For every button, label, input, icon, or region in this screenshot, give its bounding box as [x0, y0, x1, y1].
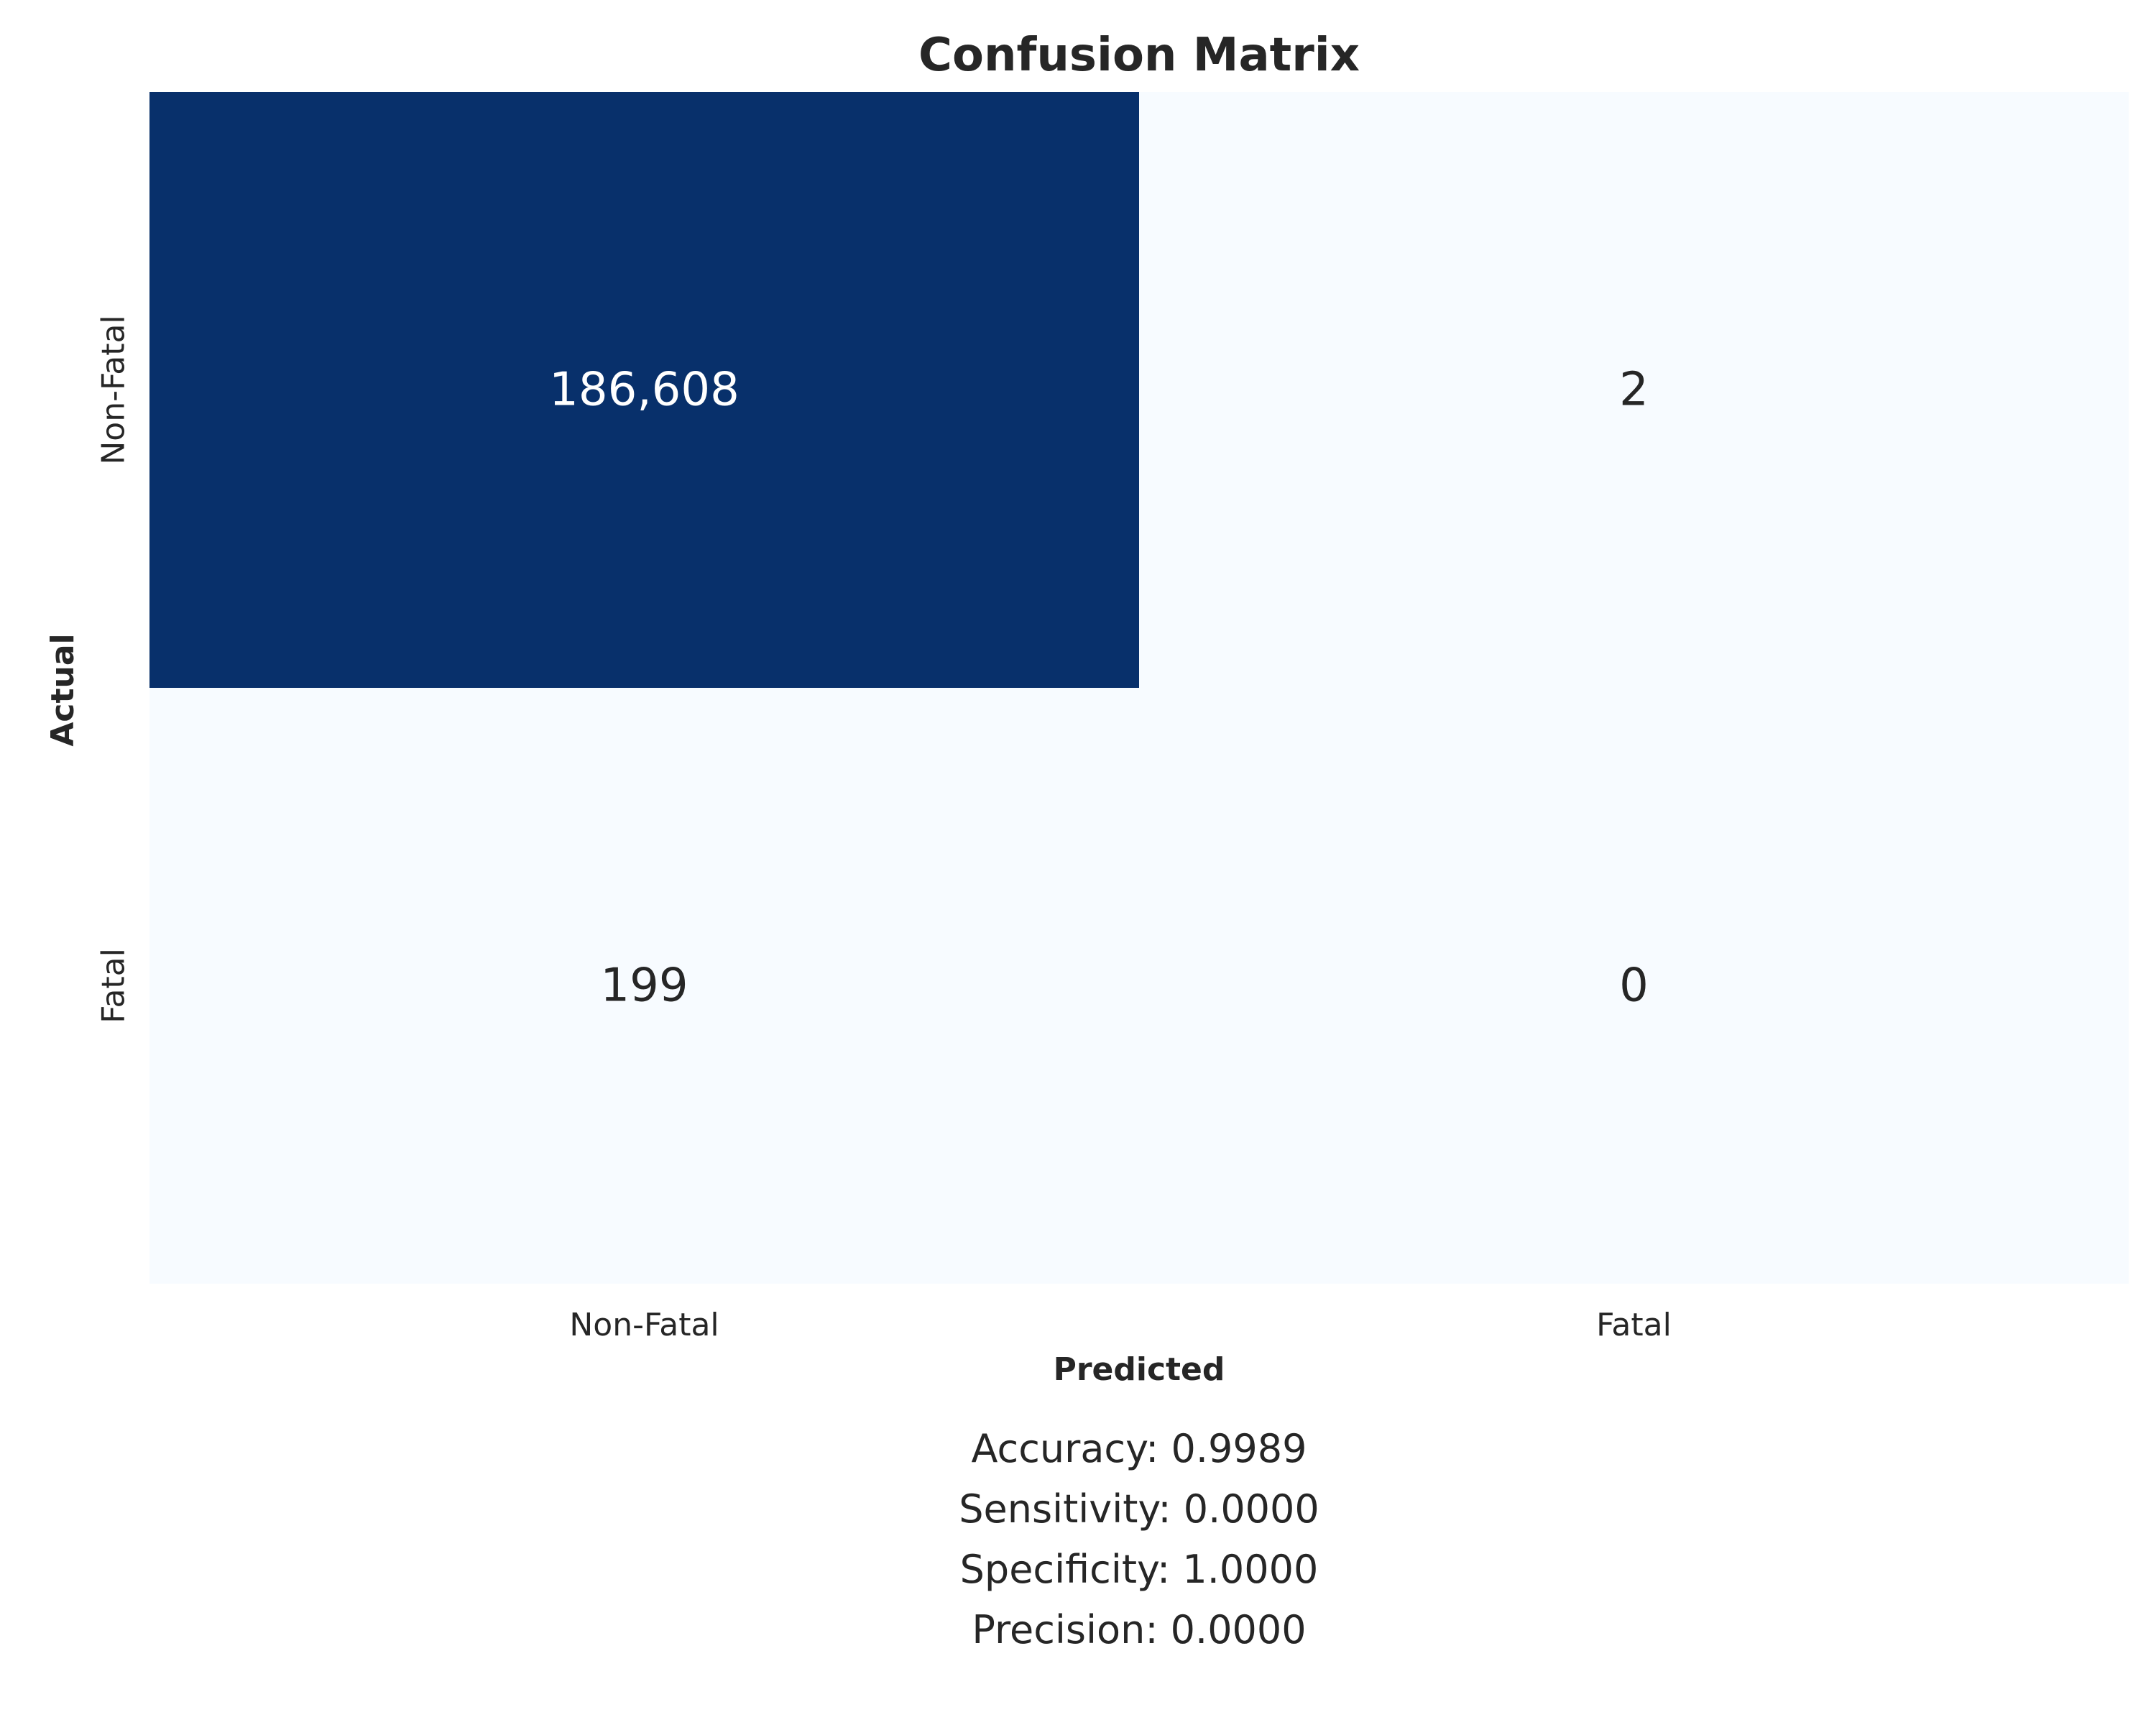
x-tick-label-0: Non-Fatal: [569, 1307, 719, 1343]
metric-line-2: Specificity: 1.0000: [960, 1547, 1319, 1592]
cell-value-r1-c1: 0: [1619, 960, 1649, 1013]
x-axis-label: Predicted: [1054, 1351, 1225, 1388]
cell-value-r0-c1: 2: [1619, 364, 1649, 417]
y-tick-labels: Non-Fatal Fatal: [96, 315, 132, 1023]
heatmap-cell-r0-c1: [1139, 92, 2129, 688]
y-tick-label-1: Fatal: [96, 948, 132, 1024]
heatmap-cells: 186,608 2 199 0: [149, 92, 2129, 1284]
heatmap-cell-r1-c1: [1139, 688, 2129, 1284]
x-tick-labels: Non-Fatal Fatal: [569, 1307, 1671, 1343]
metric-line-3: Precision: 0.0000: [972, 1607, 1306, 1652]
x-tick-label-1: Fatal: [1596, 1307, 1672, 1343]
metric-line-0: Accuracy: 0.9989: [972, 1426, 1307, 1471]
metric-line-1: Sensitivity: 0.0000: [959, 1486, 1319, 1532]
y-axis-label: Actual: [45, 633, 81, 746]
y-tick-label-0: Non-Fatal: [96, 315, 132, 464]
heatmap-cell-r0-c0: [149, 92, 1139, 688]
chart-title: Confusion Matrix: [918, 29, 1360, 82]
metrics-block: Accuracy: 0.9989 Sensitivity: 0.0000 Speci…: [959, 1426, 1319, 1652]
heatmap-cell-r1-c0: [149, 688, 1139, 1284]
cell-value-r1-c0: 199: [600, 960, 688, 1013]
cell-value-r0-c0: 186,608: [549, 364, 740, 417]
